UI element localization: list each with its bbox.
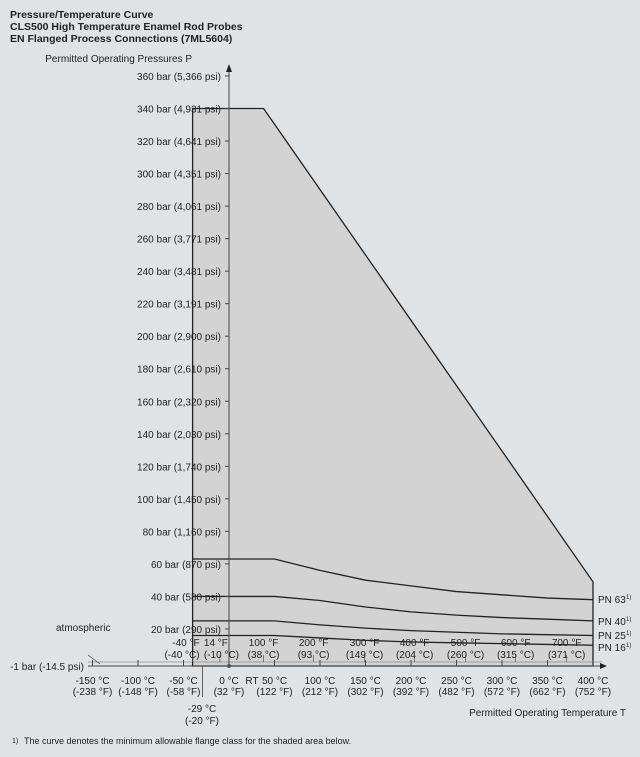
title-line-2: CLS500 High Temperature Enamel Rod Probe…: [10, 21, 243, 33]
x-tick-label-f: (122 °F): [256, 687, 292, 698]
y-tick-label: 300 bar (4,351 psi): [137, 170, 221, 181]
x-tick-label-f: (302 °F): [347, 687, 383, 698]
footnote-ref: 1): [626, 631, 631, 637]
x-tick-top-c: (93 °C): [298, 650, 330, 661]
x-axis-label: Permitted Operating Temperature T: [469, 708, 626, 719]
x-tick-top-f: 200 °F: [299, 638, 329, 649]
y-tick-label: 40 bar (580 psi): [151, 592, 221, 603]
x-tick-label-f: (32 °F): [214, 687, 245, 698]
footnote-ref: 1): [626, 617, 631, 623]
x-tick-label-f: (-58 °F): [167, 687, 201, 698]
title-line-3: EN Flanged Process Connections (7ML5604): [10, 33, 233, 45]
min-temp-f-label: (-20 °F): [185, 716, 219, 727]
y-tick-label: 360 bar (5,366 psi): [137, 72, 221, 83]
y-axis-arrow: [226, 64, 232, 72]
footnote-mark: 1): [12, 738, 18, 745]
x-tick-label-c: 300 °C: [487, 676, 518, 687]
series-label: PN 25: [598, 631, 626, 642]
series-label: PN 16: [598, 643, 626, 654]
atmospheric-label: atmospheric: [56, 623, 110, 634]
y-tick-label: 220 bar (3,191 psi): [137, 300, 221, 311]
x-tick-top-f: 700 °F: [552, 638, 582, 649]
x-tick-label-f: (662 °F): [529, 687, 565, 698]
x-tick-top-c: (-40 °C): [164, 650, 199, 661]
x-tick-label-c: 100 °C: [305, 676, 336, 687]
x-tick-label-f: (482 °F): [438, 687, 474, 698]
x-tick-label-c: 50 °C: [262, 676, 287, 687]
y-tick-label: 320 bar (4,641 psi): [137, 137, 221, 148]
min-temp-c-label: -29 °C: [188, 704, 216, 715]
y-tick-label: 140 bar (2,030 psi): [137, 430, 221, 441]
footnote-ref: 1): [626, 643, 631, 649]
y-tick-label: 200 bar (2,900 psi): [137, 332, 221, 343]
x-tick-label-c: 400 °C: [578, 676, 609, 687]
y-tick-label: 80 bar (1,160 psi): [143, 527, 221, 538]
x-tick-label-f: (572 °F): [484, 687, 520, 698]
series-line-pn-16: [192, 634, 594, 646]
y-tick-label: 100 bar (1,450 psi): [137, 495, 221, 506]
x-tick-label-c: -50 °C: [169, 676, 197, 687]
x-tick-top-f: 500 °F: [451, 638, 481, 649]
x-tick-top-c: (371 °C): [548, 650, 585, 661]
x-tick-label-c: 350 °C: [532, 676, 563, 687]
x-axis-arrow: [600, 663, 607, 669]
y-tick-label: 160 bar (2,320 psi): [137, 397, 221, 408]
series-label: PN 63: [598, 595, 626, 606]
x-tick-label-f: (-238 °F): [73, 687, 113, 698]
x-tick-top-c: (315 °C): [497, 650, 534, 661]
series-line-pn-63: [192, 558, 594, 601]
y-tick-label: 20 bar (290 psi): [151, 625, 221, 636]
y-tick-label: 260 bar (3,771 psi): [137, 235, 221, 246]
title-line-1: Pressure/Temperature Curve: [10, 9, 154, 21]
x-tick-top-f: 14 °F: [204, 638, 228, 649]
x-tick-label-f: (752 °F): [575, 687, 611, 698]
x-tick-label-c: 200 °C: [396, 676, 427, 687]
y-axis-label: Permitted Operating Pressures P: [45, 54, 192, 65]
y-tick-label: 340 bar (4,931 psi): [137, 104, 221, 115]
x-tick-label-c: 0 °C: [219, 676, 239, 687]
x-tick-label-c: -150 °C: [75, 676, 109, 687]
x-tick-top-c: (149 °C): [346, 650, 383, 661]
x-tick-label-c: 250 °C: [441, 676, 472, 687]
y-tick-label: 240 bar (3,481 psi): [137, 267, 221, 278]
x-tick-top-f: 100 °F: [249, 638, 279, 649]
x-tick-top-f: 300 °F: [350, 638, 380, 649]
footnote-ref: 1): [626, 595, 631, 601]
x-tick-top-f: 400 °F: [400, 638, 430, 649]
series-line-pn-40: [192, 595, 594, 622]
chart-title: Pressure/Temperature Curve CLS500 High T…: [10, 9, 243, 45]
y-tick-label: 280 bar (4,061 psi): [137, 202, 221, 213]
x-tick-label-c: -100 °C: [121, 676, 155, 687]
x-tick-top-c: (204 °C): [396, 650, 433, 661]
x-tick-label-f: (392 °F): [393, 687, 429, 698]
x-tick-top-c: (260 °C): [447, 650, 484, 661]
series-label: PN 40: [598, 617, 626, 628]
series-line-pn-25: [192, 620, 594, 637]
x-tick-label-f: (-148 °F): [118, 687, 158, 698]
y-tick-label: 60 bar (870 psi): [151, 560, 221, 571]
y-tick-label: 180 bar (2,610 psi): [137, 365, 221, 376]
permitted-area: [191, 107, 594, 667]
x-tick-top-c: (-10 °C): [204, 650, 239, 661]
x-tick-top-f: -40 °F: [172, 638, 199, 649]
footnote: The curve denotes the minimum allowable …: [24, 736, 351, 746]
y-tick-label: 120 bar (1,740 psi): [137, 462, 221, 473]
x-tick-top-c: (38 °C): [248, 650, 280, 661]
x-tick-label-f: (212 °F): [302, 687, 338, 698]
rt-label: RT: [245, 676, 258, 687]
atmospheric-leader: [87, 654, 101, 665]
x-tick-label-c: 150 °C: [350, 676, 381, 687]
y-tick-label: -1 bar (-14.5 psi): [10, 662, 84, 673]
x-tick-top-f: 600 °F: [501, 638, 531, 649]
